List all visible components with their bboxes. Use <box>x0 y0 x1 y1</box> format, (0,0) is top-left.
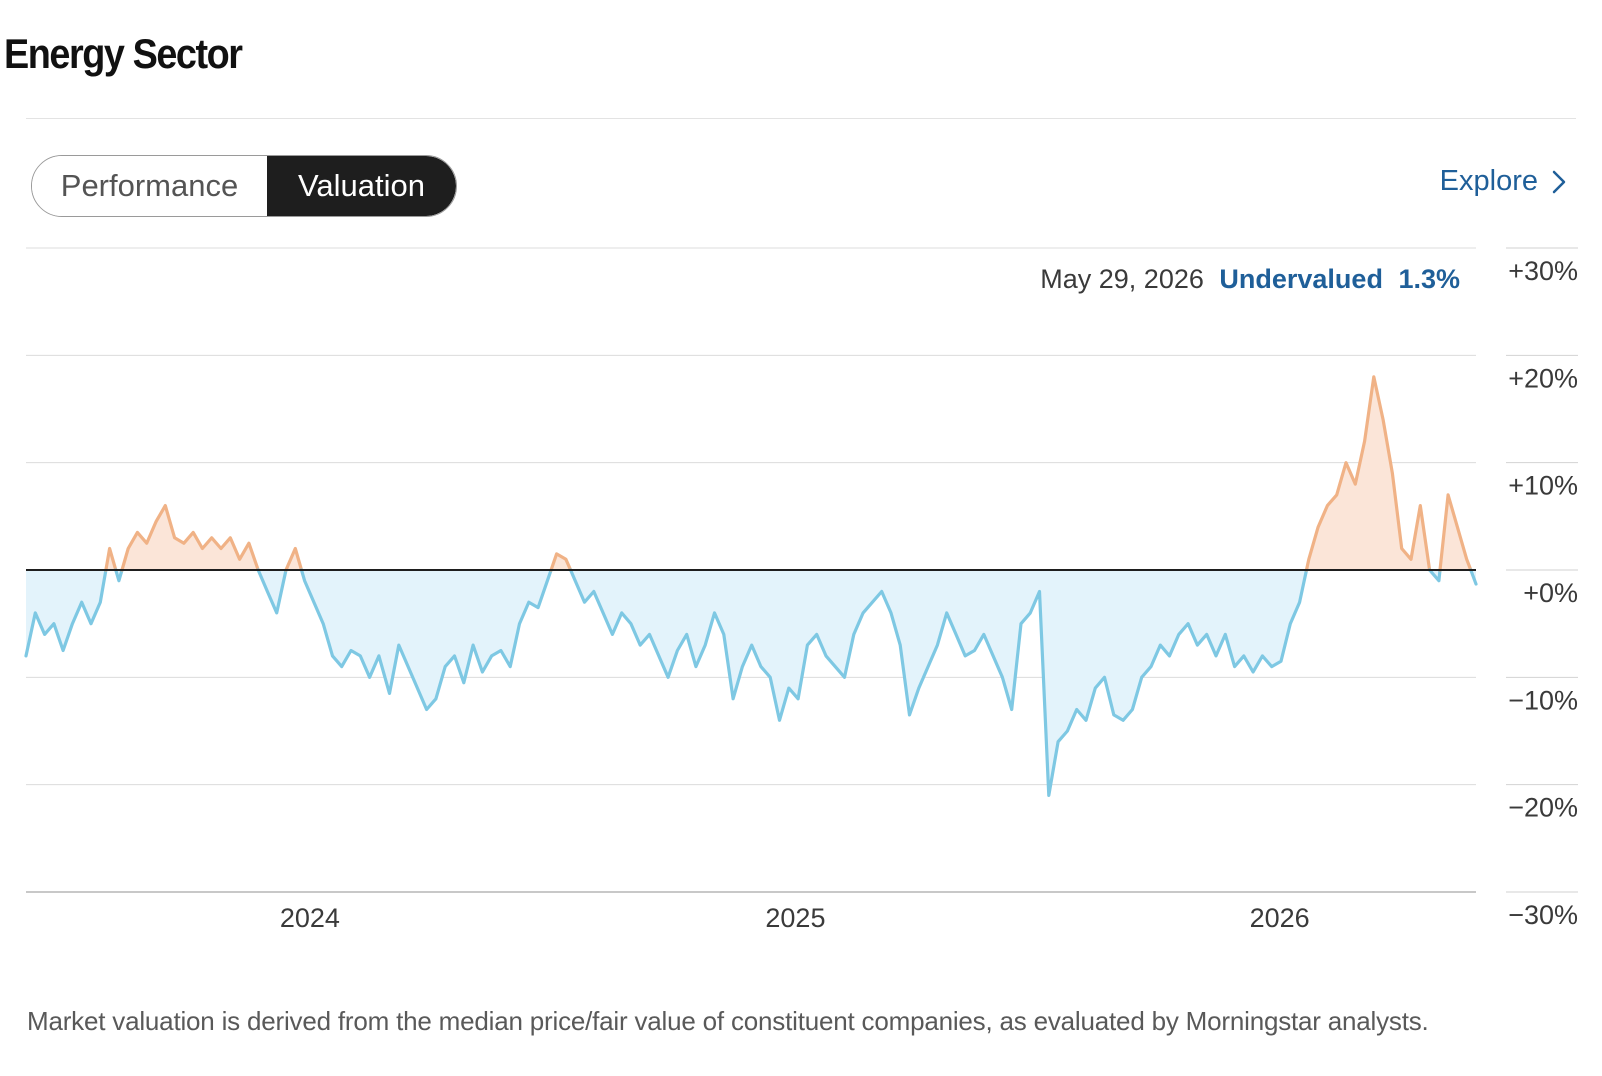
overvalued-line <box>1304 375 1432 572</box>
valuation-chart: +30% +20% +10% +0% −10% −20% −30% 2024 2025 2026… <box>24 247 1578 933</box>
explore-link[interactable]: Explore <box>1440 165 1566 198</box>
overvalued-area <box>1306 376 1430 570</box>
view-toggle: Performance Valuation <box>31 155 457 217</box>
valuation-line <box>24 375 1478 797</box>
overvalued-line <box>284 546 304 572</box>
overvalued-line <box>120 504 260 572</box>
undervalued-line <box>24 568 108 658</box>
y-tick-label: −20% <box>1508 793 1578 823</box>
page-title: Energy Sector <box>4 30 243 77</box>
undervalued-line <box>1469 568 1478 586</box>
x-tick-label: 2024 <box>280 903 340 933</box>
header-divider <box>26 118 1576 119</box>
tab-valuation[interactable]: Valuation <box>267 156 456 216</box>
undervalued-line <box>299 568 553 712</box>
footnote: Market valuation is derived from the med… <box>27 1006 1429 1036</box>
overvalued-line <box>104 546 118 572</box>
valuation-area <box>26 376 1476 796</box>
undervalued-line <box>114 568 124 583</box>
x-axis-labels: 2024 2025 2026 <box>280 903 1310 933</box>
y-axis-labels: +30% +20% +10% +0% −10% −20% −30% <box>1508 256 1578 930</box>
x-tick-label: 2025 <box>765 903 825 933</box>
undervalued-area <box>26 570 106 656</box>
undervalued-area <box>570 570 1307 796</box>
y-tick-label: +10% <box>1508 471 1578 501</box>
overvalued-line <box>549 552 573 572</box>
y-tick-label: −10% <box>1508 685 1578 715</box>
undervalued-line <box>256 568 288 615</box>
annotation-status: Undervalued <box>1219 264 1383 294</box>
tab-performance[interactable]: Performance <box>32 156 267 216</box>
undervalued-line <box>1428 568 1442 583</box>
undervalued-area <box>301 570 552 710</box>
y-tick-label: +0% <box>1523 578 1578 608</box>
undervalued-line <box>569 568 1309 797</box>
latest-valuation-annotation: May 29, 2026 Undervalued 1.3% <box>1040 264 1460 294</box>
y-tick-label: +30% <box>1508 256 1578 286</box>
x-tick-label: 2026 <box>1250 903 1310 933</box>
y-tick-label: −30% <box>1508 900 1578 930</box>
annotation-date: May 29, 2026 <box>1040 264 1204 294</box>
undervalued-area <box>258 570 286 613</box>
overvalued-line <box>1438 493 1473 572</box>
annotation-value: 1.3% <box>1398 264 1460 294</box>
y-tick-label: +20% <box>1508 363 1578 393</box>
chevron-right-icon <box>1552 170 1566 193</box>
grid-lines <box>26 247 1578 893</box>
explore-label: Explore <box>1439 165 1538 197</box>
